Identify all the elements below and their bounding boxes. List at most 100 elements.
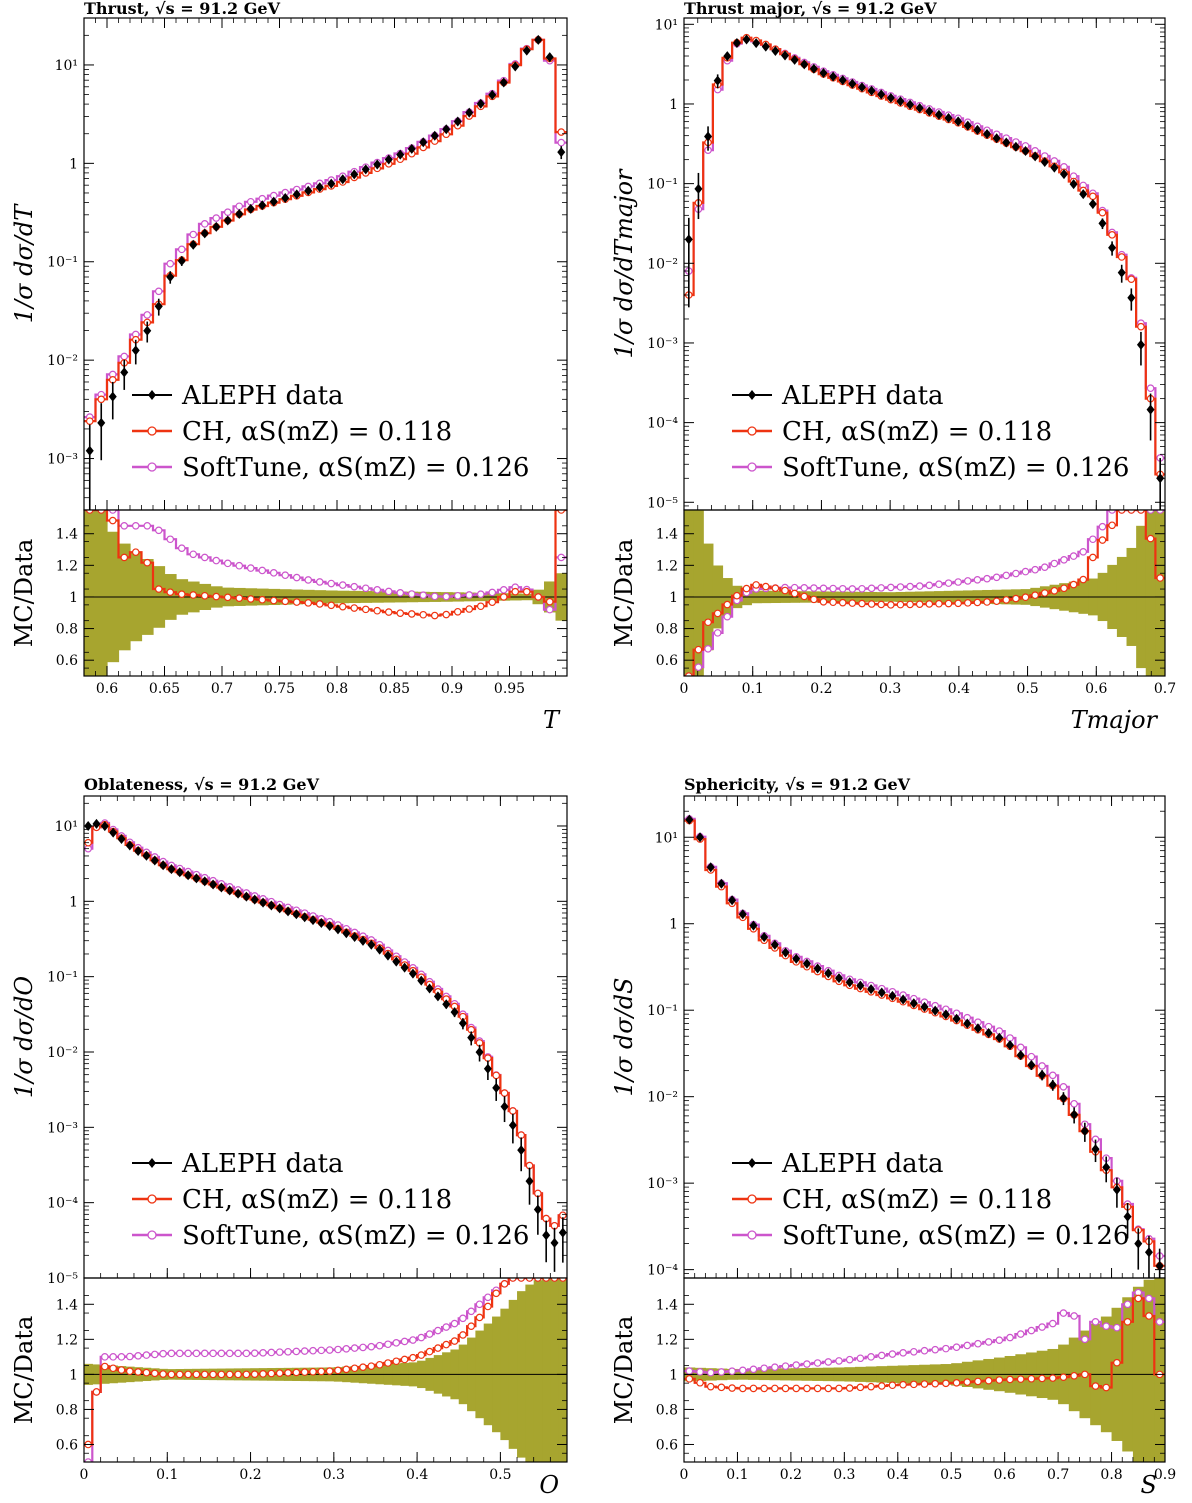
legend-softtune-marker (147, 462, 157, 472)
legend-softtune-marker (747, 462, 757, 472)
data-point (542, 1230, 551, 1241)
ch-ratio-marker (733, 591, 741, 600)
ch-ratio-marker (771, 1384, 779, 1393)
softtune-ratio-marker (442, 592, 451, 601)
ch-ratio-marker (1059, 1373, 1068, 1381)
data-point (813, 963, 822, 974)
uncertainty-band-bin (1154, 1278, 1165, 1462)
ratio-tick-label: 0.6 (656, 653, 678, 669)
ch-ratio-marker (242, 1370, 251, 1379)
ch-ratio-marker (1098, 536, 1107, 544)
data-point (1112, 1184, 1121, 1195)
ch-ratio-marker (1127, 510, 1136, 514)
softtune-ratio-marker (1102, 1322, 1111, 1330)
data-point (1117, 267, 1126, 278)
ch-ratio-marker (1040, 589, 1049, 597)
ch-ratio-marker (250, 1370, 259, 1379)
data-point (408, 968, 417, 979)
data-point (134, 846, 143, 857)
ch-ratio-marker (760, 1384, 768, 1393)
ch-ratio-marker (300, 1368, 309, 1376)
softtune-ratio-marker (1081, 1335, 1089, 1344)
legend-data-label: ALEPH data (181, 1149, 344, 1179)
data-point (848, 78, 857, 89)
softtune-ratio-marker (475, 1300, 484, 1309)
softtune-ratio-marker (954, 578, 962, 586)
softtune-ratio-marker (696, 1368, 704, 1376)
data-point (1002, 137, 1011, 148)
panel-1: Thrust, √s = 91.2 GeV 10⁻³ 10⁻² 10⁻¹ 1 10¹ 1/σ… (10, 0, 568, 734)
ch-ratio-marker (315, 600, 324, 608)
ch-ratio-marker (258, 595, 267, 604)
data-point (281, 193, 290, 204)
ratio-tick-label: 1.4 (56, 1297, 78, 1313)
ch-marker (97, 395, 106, 404)
y-axis-label: 1/σ dσ/dTmajor (610, 168, 638, 359)
x-tick-label: 0.7 (211, 681, 233, 697)
softtune-ratio-marker (235, 561, 244, 570)
legend-ch-marker (747, 426, 757, 436)
y-tick-label: 10¹ (55, 58, 78, 74)
ch-marker (1089, 192, 1097, 201)
ratio-tick-label: 1 (69, 590, 78, 606)
ch-ratio-marker (511, 587, 520, 596)
data-point (417, 975, 426, 986)
y-tick-label: 10⁻¹ (47, 970, 78, 986)
data-point (384, 154, 393, 165)
softtune-marker (1048, 1071, 1057, 1080)
x-tick-label: 0.4 (887, 1467, 909, 1483)
ch-ratio-marker (304, 599, 313, 607)
y-tick-label: 10¹ (55, 819, 78, 835)
ch-ratio-marker (492, 1289, 501, 1298)
data-point (838, 75, 847, 86)
ch-ratio-marker (292, 598, 301, 606)
ch-ratio-marker (209, 1370, 217, 1379)
ch-ratio-marker (334, 1366, 342, 1375)
softtune-ratio-marker (1016, 1330, 1025, 1338)
softtune-ratio-marker (771, 1363, 779, 1371)
data-point (819, 68, 828, 79)
data-point (550, 1237, 559, 1248)
softtune-ratio-marker (327, 579, 336, 588)
data-point (419, 137, 428, 148)
x-tick-label: 0.75 (264, 681, 295, 697)
softtune-ratio-marker (819, 584, 828, 593)
data-point (223, 215, 232, 226)
data-point (166, 271, 175, 282)
data-point (909, 998, 918, 1009)
x-tick-label: 0.5 (489, 1467, 511, 1483)
softtune-ratio-marker (284, 1347, 292, 1356)
data-point (483, 1063, 492, 1074)
softtune-ratio-marker (292, 1347, 301, 1356)
softtune-ratio-marker (952, 1343, 961, 1352)
data-point (857, 82, 866, 93)
ch-ratio-marker (367, 1362, 376, 1370)
data-point (442, 124, 451, 135)
softtune-ratio-marker (409, 1336, 417, 1344)
softtune-ratio-marker (713, 629, 722, 637)
softtune-ratio-marker (1123, 1300, 1132, 1309)
softtune-ratio-marker (738, 1366, 747, 1375)
softtune-ratio-marker (117, 1353, 126, 1361)
ratio-tick-label: 1.2 (56, 558, 78, 574)
ch-marker (484, 1054, 492, 1062)
ch-ratio-marker (694, 645, 703, 654)
data-point (92, 818, 101, 829)
data-point (732, 37, 741, 48)
data-point (856, 980, 865, 991)
data-point (511, 61, 520, 72)
legend-ch-label: CH, αS(mZ) = 0.118 (182, 417, 452, 447)
data-point (200, 228, 209, 239)
x-tick-label: 0.9 (441, 681, 463, 697)
data-point (292, 909, 301, 920)
data-point (125, 840, 134, 851)
softtune-ratio-marker (1038, 1323, 1046, 1331)
ch-ratio-marker (235, 594, 244, 602)
softtune-ratio-marker (499, 586, 508, 594)
softtune-ratio-marker (856, 1354, 865, 1363)
legend-data-marker (748, 390, 756, 400)
ch-ratio-marker (790, 589, 799, 598)
ch-ratio-marker (373, 606, 382, 615)
ch-ratio-marker (134, 1368, 142, 1376)
ratio-tick-label: 1 (69, 1367, 78, 1383)
